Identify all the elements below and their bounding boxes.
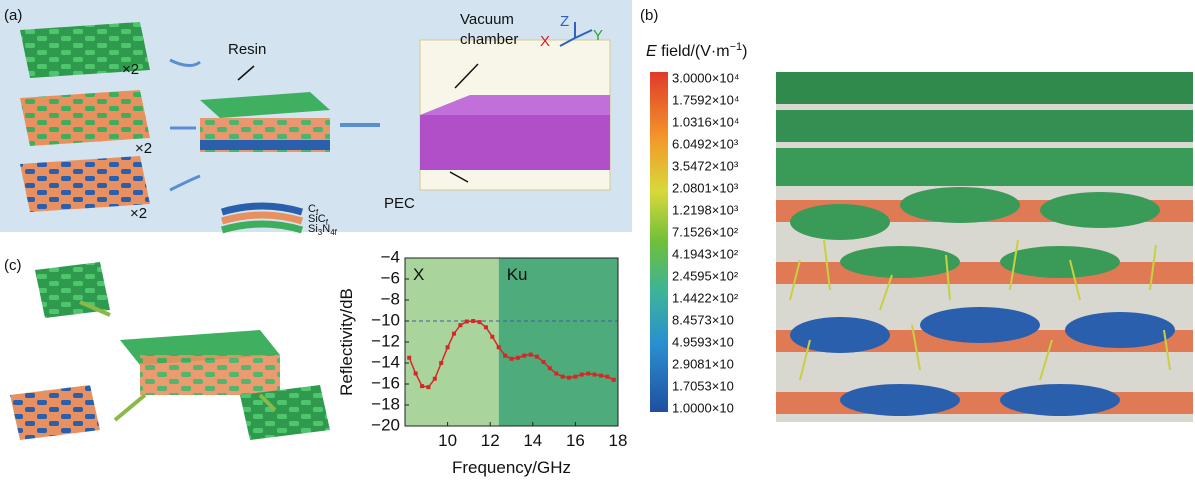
data-point — [599, 374, 603, 378]
panel-label: (a) — [4, 7, 22, 24]
data-point — [503, 354, 507, 358]
data-point — [490, 335, 494, 339]
data-point — [548, 366, 552, 370]
multiplier: ×2 — [130, 205, 147, 222]
legend-text: N — [322, 223, 330, 235]
y-tick-label: −8 — [381, 289, 400, 308]
y-tick-label: −6 — [381, 268, 400, 287]
data-point — [567, 376, 571, 380]
data-point — [529, 353, 533, 357]
data-point — [573, 375, 577, 379]
region-label: Ku — [507, 265, 528, 284]
x-axis-label: Frequency/GHz — [452, 458, 571, 477]
x-tick-label: 16 — [566, 431, 585, 450]
data-point — [414, 372, 418, 376]
data-point — [593, 373, 597, 377]
data-point — [420, 384, 424, 388]
figure: (a) ×2 ×2 ×2 Resin Vacuum chamber PEC X … — [0, 0, 1195, 477]
axis-y: Y — [593, 27, 603, 44]
data-point — [522, 354, 526, 358]
colorbar-label: 1.2198×10³ — [672, 202, 739, 217]
y-tick-label: −10 — [371, 310, 400, 329]
data-point — [541, 360, 545, 364]
y-axis-label: Reflectivity/dB — [337, 288, 356, 396]
y-tick-label: −18 — [371, 394, 400, 413]
panel-label: (c) — [4, 257, 22, 274]
legend-subscript: 4f — [330, 228, 337, 237]
data-point — [446, 345, 450, 349]
colorbar-label: 2.0801×10³ — [672, 180, 739, 195]
data-point — [580, 373, 584, 377]
field-unit: field/(V·m — [657, 43, 730, 60]
legend-text: Si — [308, 223, 318, 235]
panel-label: (b) — [640, 7, 658, 24]
x-tick-label: 12 — [481, 431, 500, 450]
data-point — [605, 375, 609, 379]
data-point — [497, 345, 501, 349]
data-point — [478, 320, 482, 324]
data-point — [561, 375, 565, 379]
colorbar — [650, 72, 668, 412]
resin-label: Resin — [228, 41, 266, 58]
data-point — [426, 385, 430, 389]
colorbar-label: 3.0000×10⁴ — [672, 70, 739, 85]
data-point — [554, 372, 558, 376]
data-point — [535, 355, 539, 359]
y-tick-label: −16 — [371, 373, 400, 392]
colorbar-label: 8.4573×10 — [672, 312, 734, 327]
colorbar-label: 7.1526×10² — [672, 224, 739, 239]
y-tick-label: −12 — [371, 331, 400, 350]
field-close: ) — [742, 43, 747, 60]
y-tick-label: −4 — [381, 247, 400, 266]
multiplier: ×2 — [135, 140, 152, 157]
axis-z: Z — [560, 13, 569, 30]
region-label: X — [413, 265, 424, 284]
data-point — [510, 357, 514, 361]
data-point — [465, 320, 469, 324]
data-point — [612, 378, 616, 382]
data-point — [439, 361, 443, 365]
data-point — [471, 319, 475, 323]
data-point — [452, 332, 456, 336]
colorbar-label: 1.0316×10⁴ — [672, 114, 739, 129]
field-title: E field/(V·m−1) — [646, 41, 747, 60]
data-point — [516, 356, 520, 360]
axis-x: X — [540, 33, 550, 50]
colorbar-label: 4.1943×10² — [672, 246, 739, 261]
colorbar-label: 1.7053×10 — [672, 378, 734, 393]
colorbar-label: 3.5472×10³ — [672, 158, 739, 173]
colorbar-label: 6.0492×10³ — [672, 136, 739, 151]
chamber-label: chamber — [460, 31, 518, 48]
data-point — [484, 325, 488, 329]
colorbar-label: 1.0000×10 — [672, 400, 734, 415]
field-exponent: −1 — [730, 41, 743, 53]
exploded-view — [10, 262, 330, 440]
chamber-label: Vacuum — [460, 11, 514, 28]
x-tick-label: 10 — [438, 431, 457, 450]
colorbar-label: 1.4422×10² — [672, 290, 739, 305]
data-point — [458, 323, 462, 327]
y-tick-label: −20 — [371, 415, 400, 434]
data-point — [586, 372, 590, 376]
pec-label: PEC — [384, 195, 415, 212]
colorbar-label: 2.4595×10² — [672, 268, 739, 283]
colorbar-label: 4.9593×10 — [672, 334, 734, 349]
data-point — [433, 377, 437, 381]
field-image — [776, 72, 1193, 422]
x-tick-label: 18 — [609, 431, 628, 450]
reflectivity-chart: X Ku −4 −6 −8 −10 −12 −14 −16 −18 −20 10 12 14 16 18 Fre… — [337, 247, 627, 477]
multiplier: ×2 — [122, 61, 139, 78]
y-tick-label: −14 — [371, 352, 400, 371]
x-tick-label: 14 — [523, 431, 542, 450]
data-point — [407, 356, 411, 360]
field-symbol: E — [646, 43, 657, 60]
colorbar-label: 2.9081×10 — [672, 356, 734, 371]
colorbar-label: 1.7592×10⁴ — [672, 92, 739, 107]
